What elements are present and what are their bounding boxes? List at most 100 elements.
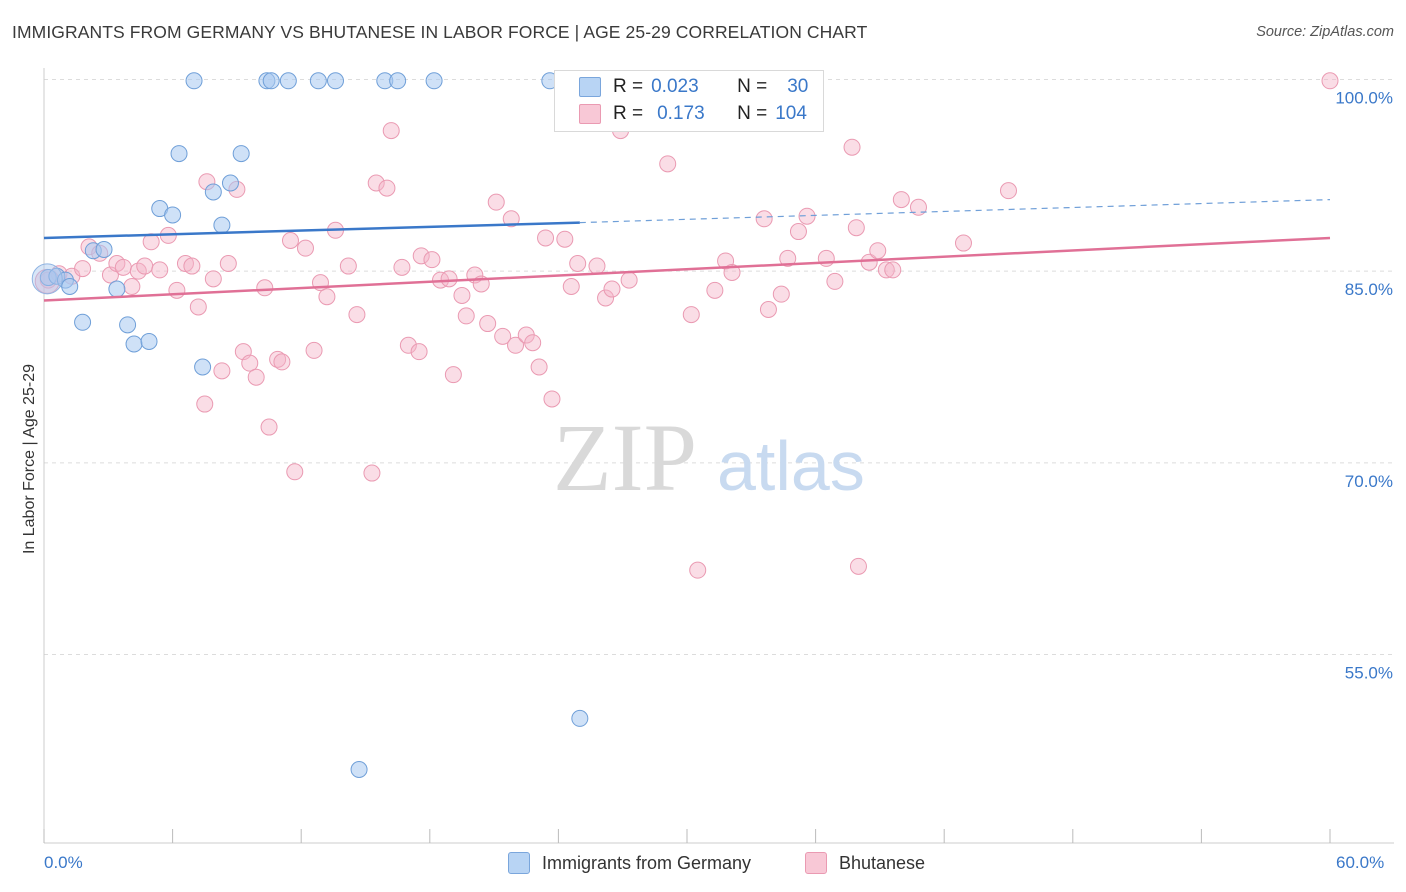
point-bhutanese <box>479 315 497 333</box>
trend-lines <box>43 199 1331 302</box>
legend-row-bhutanese: R = 0.173 N = 104 <box>579 101 807 127</box>
point-bhutanese <box>789 223 807 241</box>
point-bhutanese <box>136 257 154 275</box>
point-bhutanese <box>74 260 92 278</box>
point-germany <box>95 240 113 258</box>
point-bhutanese <box>382 122 400 140</box>
point-bhutanese <box>393 258 411 276</box>
point-bhutanese <box>689 561 707 579</box>
point-germany-cluster <box>31 263 63 295</box>
point-germany <box>108 280 126 298</box>
axes <box>43 68 1394 844</box>
point-bhutanese <box>954 234 972 252</box>
point-bhutanese <box>755 210 773 228</box>
point-bhutanese <box>1000 182 1017 200</box>
legend-n-label: N = <box>737 103 768 124</box>
point-germany <box>204 183 222 201</box>
legend-r-label: R = <box>613 103 644 124</box>
point-germany <box>164 206 182 224</box>
point-bhutanese <box>410 343 428 361</box>
point-bhutanese <box>286 463 304 481</box>
point-germany <box>119 316 137 334</box>
series-bhutanese <box>34 72 1339 579</box>
point-germany <box>140 332 158 350</box>
point-bhutanese <box>847 219 865 237</box>
legend-item-germany: Immigrants from Germany <box>508 852 751 874</box>
y-tick-label: 85.0% <box>1345 280 1393 299</box>
point-bhutanese <box>123 278 141 295</box>
point-bhutanese <box>759 301 777 318</box>
point-bhutanese <box>843 138 861 156</box>
point-bhutanese <box>620 271 638 289</box>
series-legend: Immigrants from Germany Bhutanese <box>0 852 1406 878</box>
chart-title: IMMIGRANTS FROM GERMANY VS BHUTANESE IN … <box>12 22 868 42</box>
point-germany <box>571 709 589 727</box>
point-bhutanese <box>659 155 677 173</box>
point-germany <box>425 72 443 90</box>
point-germany <box>326 72 344 90</box>
point-bhutanese <box>256 279 274 297</box>
legend-swatch-germany <box>579 77 601 97</box>
point-bhutanese <box>826 272 844 290</box>
legend-n-label: N = <box>737 76 768 97</box>
point-bhutanese <box>318 288 336 306</box>
point-bhutanese <box>884 261 902 279</box>
point-germany <box>350 761 368 778</box>
point-germany <box>185 72 203 90</box>
legend-n-value: 30 <box>787 76 809 97</box>
point-bhutanese <box>296 239 314 257</box>
legend-label-germany: Immigrants from Germany <box>542 852 752 873</box>
point-bhutanese <box>682 306 700 324</box>
point-bhutanese <box>562 278 580 295</box>
point-bhutanese <box>444 366 462 384</box>
legend-swatch-bhutanese <box>579 104 601 124</box>
legend-label-bhutanese: Bhutanese <box>839 852 926 873</box>
point-bhutanese <box>151 261 169 279</box>
point-bhutanese <box>204 270 222 288</box>
point-bhutanese <box>524 334 542 352</box>
point-bhutanese <box>281 232 299 249</box>
point-bhutanese <box>367 174 385 192</box>
point-bhutanese <box>869 242 887 260</box>
point-bhutanese <box>213 362 231 380</box>
legend-item-bhutanese: Bhutanese <box>805 852 925 874</box>
point-bhutanese <box>537 229 555 247</box>
point-bhutanese <box>423 251 441 269</box>
watermark-atlas: atlas <box>717 427 865 505</box>
y-tick-label: 100.0% <box>1335 89 1393 108</box>
x-tick-label-min: 0.0% <box>44 853 83 872</box>
correlation-legend: R = 0.023 N = 30 R = 0.173 N = 104 <box>554 70 824 132</box>
point-bhutanese <box>603 280 621 298</box>
point-bhutanese <box>502 210 520 228</box>
point-germany <box>221 174 239 192</box>
point-bhutanese <box>556 230 574 248</box>
point-bhutanese <box>543 390 561 408</box>
point-bhutanese <box>530 358 548 376</box>
point-bhutanese <box>487 193 505 211</box>
point-bhutanese <box>114 258 132 276</box>
point-bhutanese <box>569 255 587 272</box>
point-bhutanese <box>798 207 816 225</box>
legend-n-value: 104 <box>775 103 807 124</box>
point-bhutanese <box>877 261 895 279</box>
point-bhutanese <box>860 253 878 271</box>
trend-line-germany <box>43 221 580 240</box>
point-bhutanese <box>168 281 186 299</box>
point-bhutanese <box>457 307 475 325</box>
point-germany <box>213 216 231 234</box>
point-bhutanese <box>909 198 927 216</box>
point-bhutanese <box>507 336 525 354</box>
legend-r-value: 0.173 <box>657 103 705 124</box>
point-germany <box>74 313 92 331</box>
point-germany <box>125 335 143 353</box>
point-bhutanese <box>241 354 259 372</box>
point-bhutanese <box>588 257 606 275</box>
y-tick-label: 55.0% <box>1345 664 1393 683</box>
point-bhutanese <box>260 418 278 436</box>
y-tick-label: 70.0% <box>1345 472 1393 491</box>
point-bhutanese <box>348 306 366 324</box>
point-germany <box>170 145 188 163</box>
point-bhutanese <box>189 298 207 316</box>
point-bhutanese <box>772 285 790 303</box>
